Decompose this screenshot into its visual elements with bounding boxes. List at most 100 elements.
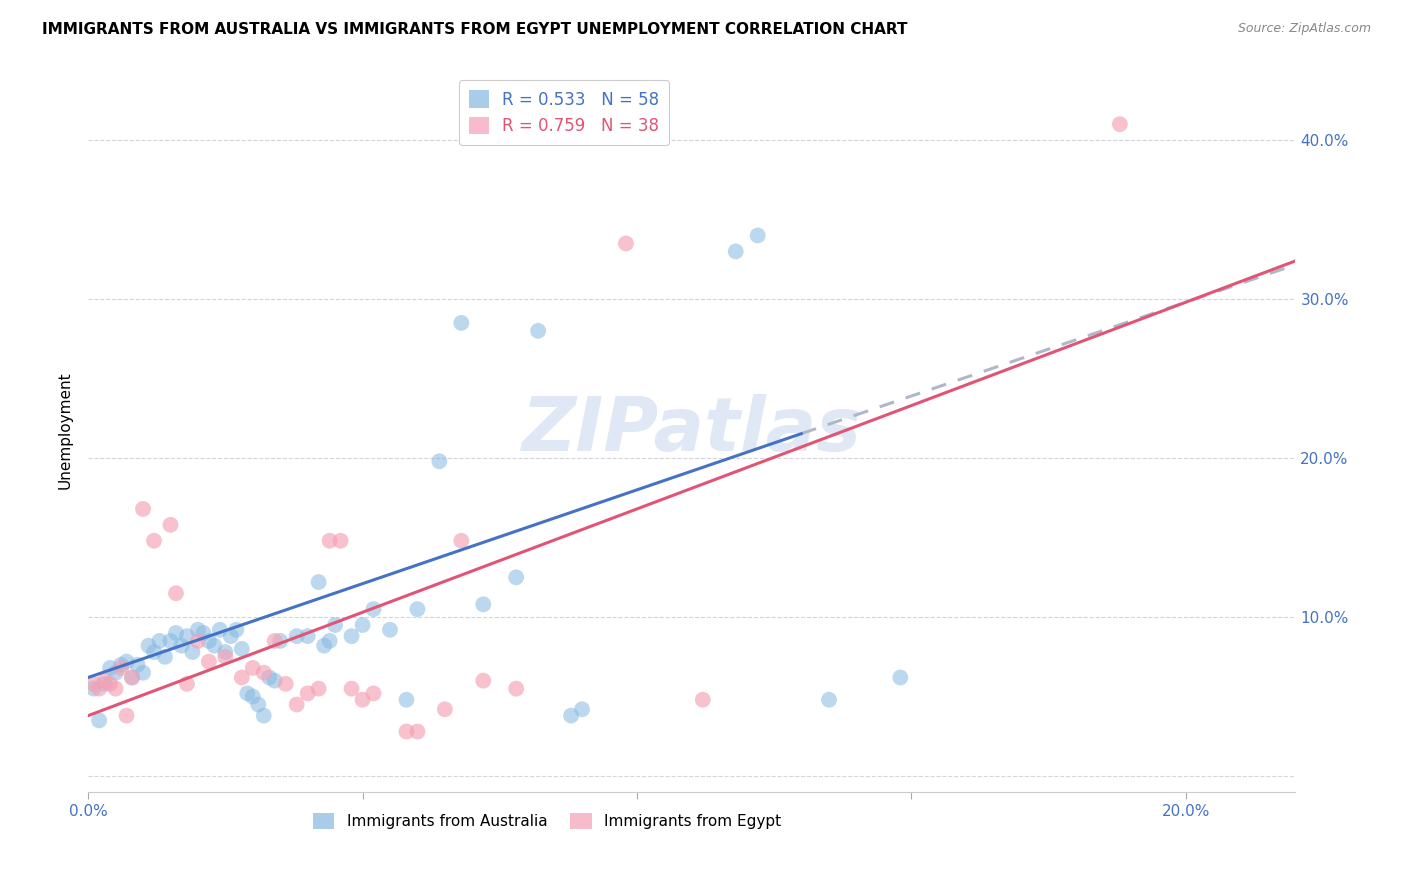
Point xyxy=(253,665,276,680)
Point xyxy=(132,665,155,680)
Point xyxy=(614,236,637,251)
Text: Source: ZipAtlas.com: Source: ZipAtlas.com xyxy=(1237,22,1371,36)
Point xyxy=(747,228,769,243)
Point xyxy=(93,677,115,691)
Point xyxy=(340,681,363,696)
Point xyxy=(231,671,253,685)
Point xyxy=(176,677,198,691)
Point xyxy=(93,673,115,688)
Point xyxy=(219,629,242,643)
Point xyxy=(176,629,198,643)
Point xyxy=(181,645,204,659)
Point xyxy=(329,533,352,548)
Point xyxy=(247,698,270,712)
Point xyxy=(83,677,105,691)
Point xyxy=(323,618,346,632)
Point xyxy=(363,602,385,616)
Point xyxy=(198,634,221,648)
Point xyxy=(427,454,450,468)
Point xyxy=(98,661,121,675)
Point xyxy=(308,681,330,696)
Point xyxy=(571,702,593,716)
Point xyxy=(406,602,429,616)
Point xyxy=(214,645,236,659)
Point xyxy=(193,626,215,640)
Text: IMMIGRANTS FROM AUSTRALIA VS IMMIGRANTS FROM EGYPT UNEMPLOYMENT CORRELATION CHAR: IMMIGRANTS FROM AUSTRALIA VS IMMIGRANTS … xyxy=(42,22,908,37)
Point xyxy=(110,657,132,672)
Point xyxy=(505,681,527,696)
Point xyxy=(285,629,308,643)
Point xyxy=(433,702,456,716)
Point xyxy=(170,639,193,653)
Point xyxy=(98,677,121,691)
Point xyxy=(263,634,285,648)
Point xyxy=(115,655,138,669)
Point xyxy=(242,661,264,675)
Point xyxy=(202,639,225,653)
Point xyxy=(318,533,340,548)
Point xyxy=(104,681,127,696)
Point xyxy=(236,686,259,700)
Point xyxy=(472,673,495,688)
Point xyxy=(472,598,495,612)
Point xyxy=(1108,117,1130,131)
Point xyxy=(121,671,143,685)
Point xyxy=(314,639,336,653)
Point xyxy=(115,708,138,723)
Point xyxy=(214,649,236,664)
Y-axis label: Unemployment: Unemployment xyxy=(58,371,72,489)
Point xyxy=(110,661,132,675)
Point xyxy=(165,586,187,600)
Point xyxy=(308,575,330,590)
Point xyxy=(143,645,166,659)
Point xyxy=(159,517,181,532)
Point xyxy=(187,623,209,637)
Point xyxy=(527,324,550,338)
Point xyxy=(257,671,280,685)
Point xyxy=(297,686,319,700)
Point xyxy=(274,677,297,691)
Point xyxy=(450,316,472,330)
Point xyxy=(724,244,747,259)
Point xyxy=(253,708,276,723)
Point xyxy=(225,623,247,637)
Point xyxy=(352,692,374,706)
Point xyxy=(132,502,155,516)
Point xyxy=(231,641,253,656)
Legend: Immigrants from Australia, Immigrants from Egypt: Immigrants from Australia, Immigrants fr… xyxy=(307,806,787,835)
Point xyxy=(692,692,714,706)
Point xyxy=(159,634,181,648)
Point xyxy=(352,618,374,632)
Point xyxy=(143,533,166,548)
Point xyxy=(395,724,418,739)
Point xyxy=(208,623,231,637)
Point xyxy=(198,655,221,669)
Point xyxy=(450,533,472,548)
Point xyxy=(104,665,127,680)
Point xyxy=(505,570,527,584)
Point xyxy=(165,626,187,640)
Point xyxy=(242,690,264,704)
Point xyxy=(269,634,291,648)
Point xyxy=(395,692,418,706)
Point xyxy=(560,708,582,723)
Point xyxy=(153,649,176,664)
Point xyxy=(89,714,111,728)
Point xyxy=(187,634,209,648)
Point xyxy=(285,698,308,712)
Point xyxy=(89,681,111,696)
Point xyxy=(406,724,429,739)
Point xyxy=(340,629,363,643)
Point xyxy=(148,634,170,648)
Point xyxy=(363,686,385,700)
Text: ZIPatlas: ZIPatlas xyxy=(522,393,862,467)
Point xyxy=(378,623,401,637)
Point xyxy=(127,657,149,672)
Point xyxy=(83,681,105,696)
Point xyxy=(318,634,340,648)
Point xyxy=(818,692,841,706)
Point xyxy=(138,639,160,653)
Point xyxy=(121,671,143,685)
Point xyxy=(889,671,911,685)
Point xyxy=(263,673,285,688)
